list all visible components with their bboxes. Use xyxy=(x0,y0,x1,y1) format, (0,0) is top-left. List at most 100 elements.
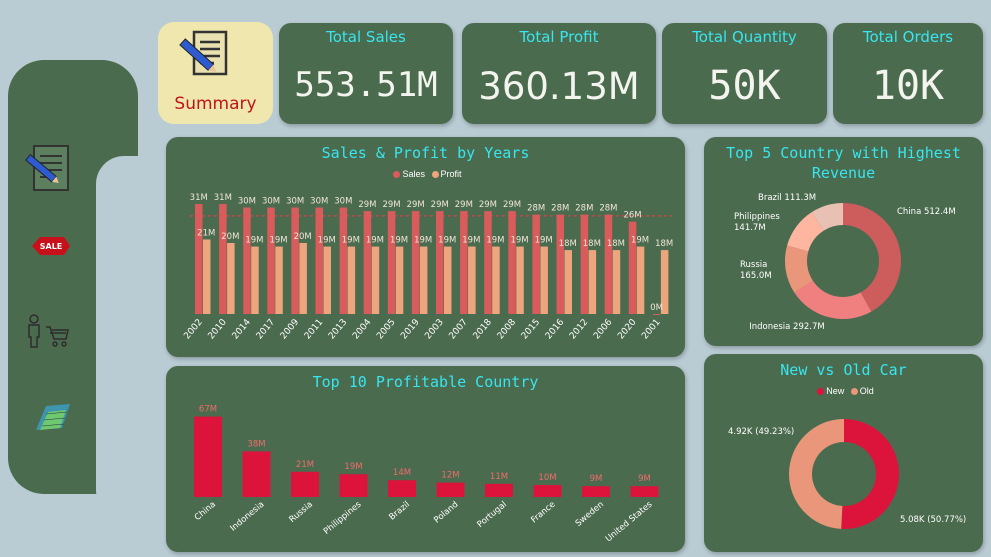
new-vs-old-panel: New vs Old Car New Old 5.08K (50.77%) 4.9… xyxy=(704,354,983,552)
sales-data-label: 28M xyxy=(575,204,593,214)
x-tick-label: 2018 xyxy=(472,317,495,341)
nav-report-icon[interactable] xyxy=(20,144,72,194)
profit-bar xyxy=(227,243,235,314)
profit-data-label: 18M xyxy=(655,239,673,249)
x-tick-label: 2014 xyxy=(231,317,254,341)
sales-data-label: 29M xyxy=(503,200,521,210)
slice-label: Philippines xyxy=(734,212,780,222)
profit-bar xyxy=(275,246,283,314)
nav-customer-cart-icon[interactable] xyxy=(26,313,70,349)
slice-label: 165.0M xyxy=(740,271,772,281)
sales-bar xyxy=(604,214,613,314)
x-tick-label: 2004 xyxy=(351,317,374,341)
x-tick-label: Philippines xyxy=(322,499,364,536)
bar-data-label: 11M xyxy=(490,472,508,482)
profit-bar xyxy=(339,474,368,497)
slice-label-new: 5.08K (50.77%) xyxy=(900,515,966,525)
profit-data-label: 20M xyxy=(294,232,312,242)
sales-data-label: 29M xyxy=(431,200,449,210)
x-tick-label: 2009 xyxy=(279,317,302,341)
profit-data-label: 19M xyxy=(486,236,504,246)
donut-slice xyxy=(787,212,824,252)
profit-data-label: 19M xyxy=(438,236,456,246)
bar-data-label: 14M xyxy=(393,468,411,478)
kpi-value: 10K xyxy=(871,63,945,109)
x-tick-label: Sweden xyxy=(574,500,606,529)
sales-profit-by-years-panel: Sales & Profit by Years Sales Profit 31M… xyxy=(166,137,685,357)
sales-bar xyxy=(243,207,251,314)
profit-data-label: 18M xyxy=(607,239,625,249)
profit-data-label: 19M xyxy=(390,236,408,246)
profit-data-label: 20M xyxy=(221,232,239,242)
x-tick-label: Portugal xyxy=(476,500,509,530)
legend-label-sales: Sales xyxy=(402,169,425,179)
profit-bar xyxy=(299,243,307,314)
profit-bar xyxy=(347,246,356,314)
profit-bar xyxy=(564,250,572,314)
kpi-title: Total Sales xyxy=(326,28,406,46)
x-tick-label: 2011 xyxy=(303,318,325,342)
sales-data-label: 29M xyxy=(479,200,497,210)
profit-bar xyxy=(371,246,380,314)
kpi-title: Total Quantity xyxy=(692,28,797,46)
legend-swatch-sales xyxy=(393,171,401,179)
bar-data-label: 67M xyxy=(199,405,217,415)
donut-slice xyxy=(841,419,900,529)
sales-bar xyxy=(339,207,348,314)
x-tick-label: Indonesia xyxy=(229,500,267,534)
bar-data-label: 21M xyxy=(296,460,314,470)
kpi-value: 50K xyxy=(708,63,781,109)
profit-bar xyxy=(242,451,271,497)
new-old-donut-chart: 5.08K (50.77%) 4.92K (49.23%) xyxy=(728,419,966,529)
top5-country-panel: Top 5 Country with Highest Revenue China… xyxy=(704,137,983,346)
profit-bar xyxy=(251,246,259,314)
profit-bar xyxy=(203,239,211,314)
profit-bar xyxy=(612,250,621,314)
profit-bar xyxy=(194,416,222,497)
profit-bar xyxy=(419,246,428,314)
legend-label-old: Old xyxy=(859,386,874,396)
profit-data-label: 19M xyxy=(535,236,553,246)
summary-nav-button[interactable]: Summary xyxy=(158,22,273,124)
profit-bar xyxy=(388,480,416,497)
donut-slice xyxy=(785,245,813,293)
x-tick-label: Poland xyxy=(432,500,460,526)
sales-data-label: 31M xyxy=(190,193,208,203)
kpi-title: Total Orders xyxy=(862,28,954,46)
bar-data-label: 9M xyxy=(590,474,603,484)
profit-bar xyxy=(582,486,610,497)
nav-sale-tag-icon[interactable]: SALE xyxy=(30,234,72,258)
sales-data-label: 30M xyxy=(286,197,304,207)
profit-bar xyxy=(636,246,645,314)
bar-data-label: 19M xyxy=(344,462,362,472)
sales-data-label: 30M xyxy=(238,197,256,207)
profit-data-label: 19M xyxy=(269,236,287,246)
x-tick-label: 2006 xyxy=(592,317,615,341)
summary-label: Summary xyxy=(174,94,257,114)
x-tick-label: Brazil xyxy=(387,500,412,523)
profit-data-label: 18M xyxy=(559,239,577,249)
x-tick-label: Russia xyxy=(288,500,315,525)
profit-bar xyxy=(468,246,476,314)
profit-bar xyxy=(395,246,404,314)
nav-chart-icon[interactable] xyxy=(32,400,74,434)
bar-data-label: 38M xyxy=(247,439,265,449)
x-tick-label: 2017 xyxy=(255,318,277,342)
x-tick-label: 2016 xyxy=(544,317,567,341)
sales-bar xyxy=(484,211,492,314)
sales-bar xyxy=(628,221,637,314)
sales-bar xyxy=(460,211,468,314)
slice-label: Russia xyxy=(740,260,767,270)
x-tick-label: 2012 xyxy=(568,318,590,342)
chart-legend: New Old xyxy=(704,386,983,396)
profit-bar xyxy=(485,483,513,497)
sales-bar xyxy=(363,211,372,314)
slice-label: Indonesia 292.7M xyxy=(749,322,824,332)
profit-bar xyxy=(492,246,500,314)
profit-data-label: 19M xyxy=(631,236,649,246)
slice-label: China 512.4M xyxy=(897,207,956,217)
x-tick-label: 2015 xyxy=(520,318,542,342)
top5-donut-chart: China 512.4M Indonesia 292.7M Russia165.0M… xyxy=(734,193,956,332)
sales-profit-chart: 31M 21M 2002 31M 20M 2010 30M 19M 2014 30M 19M 2017… xyxy=(182,193,673,342)
sales-data-label: 29M xyxy=(407,200,425,210)
